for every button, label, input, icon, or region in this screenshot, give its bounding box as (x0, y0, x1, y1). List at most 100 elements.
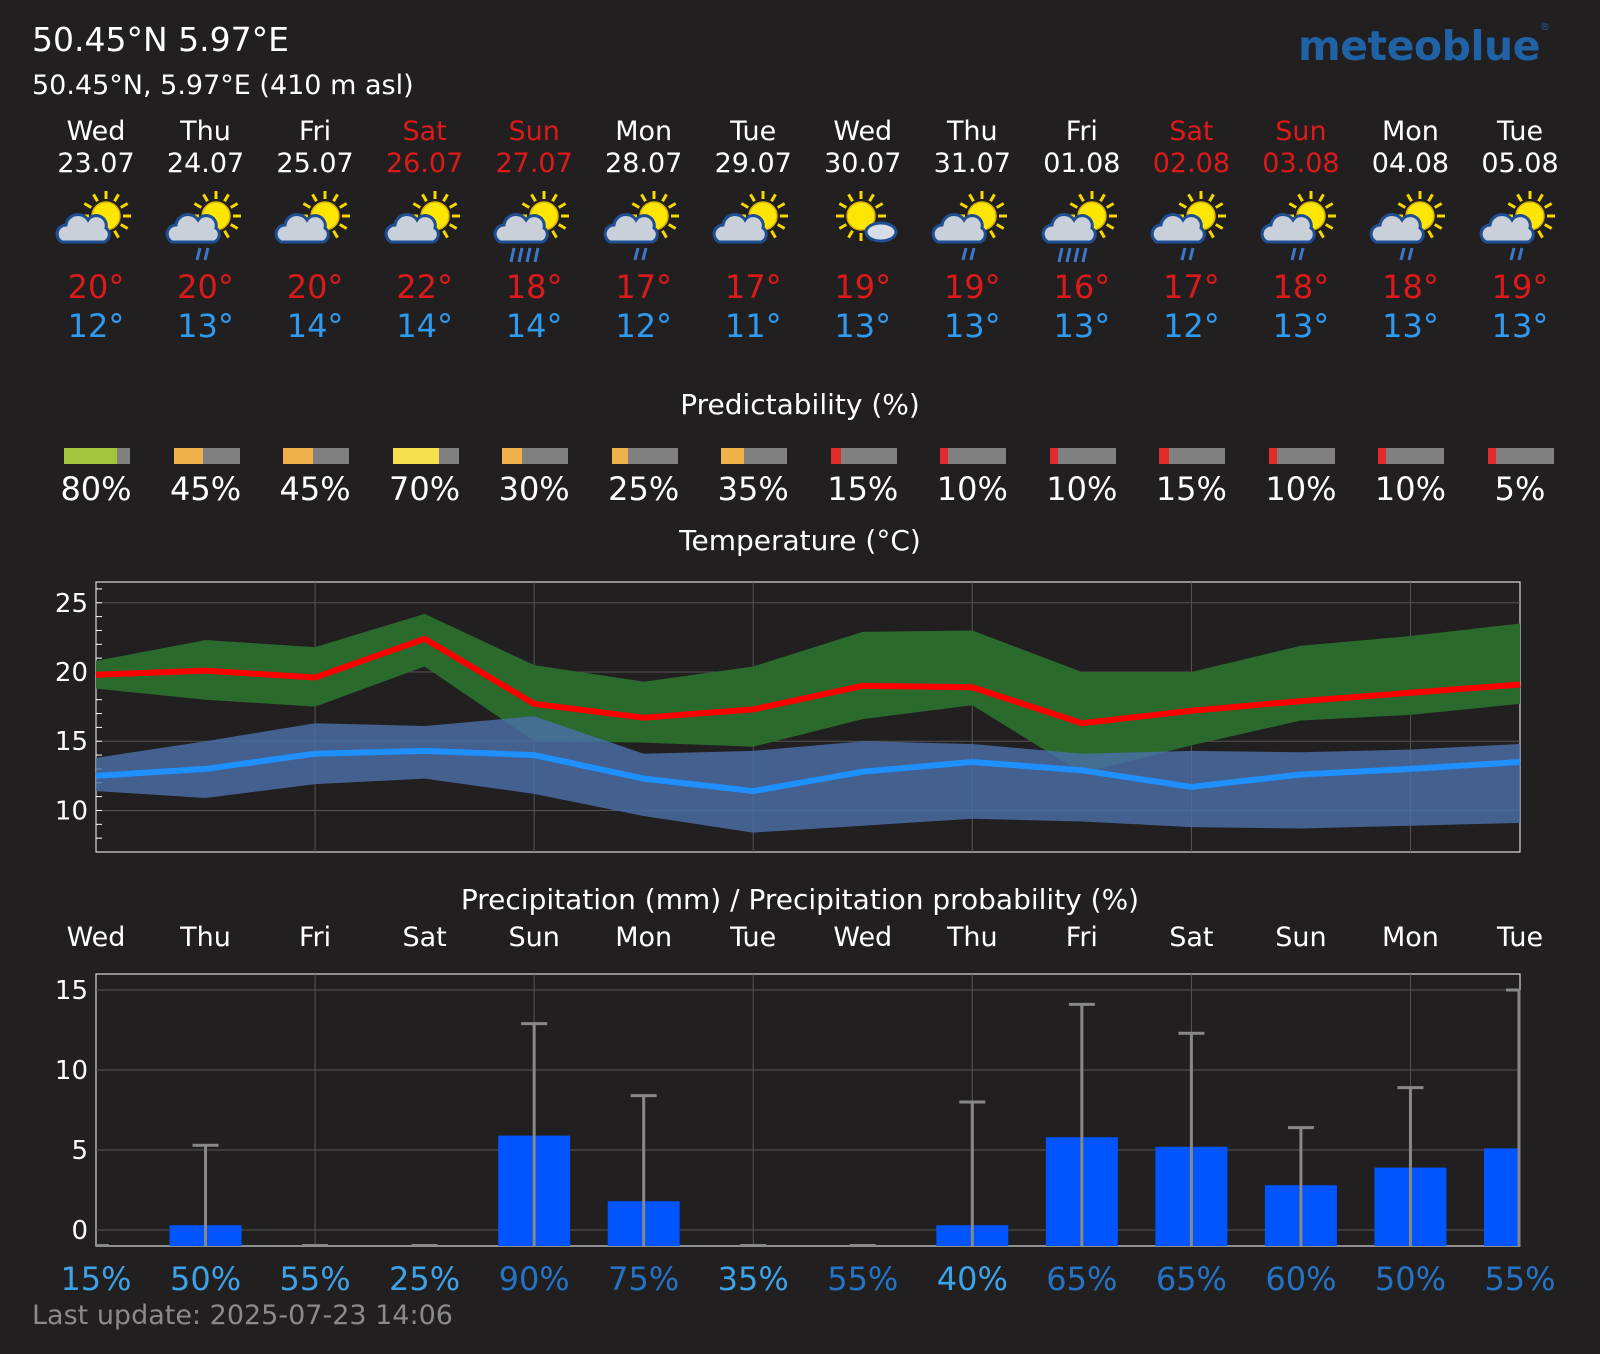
day-date: 25.07 (276, 148, 354, 179)
precip-day-label: Tue (1496, 922, 1544, 953)
predictability-value: 25% (608, 470, 680, 508)
day-name: Wed (66, 116, 126, 147)
day-name: Fri (1065, 116, 1098, 147)
predictability-bar (830, 448, 897, 464)
predictability-fill (173, 448, 204, 464)
precip-probability: 25% (389, 1260, 461, 1298)
predictability-value: 10% (936, 470, 1008, 508)
min-temp: 14° (505, 307, 563, 345)
predictability-fill (502, 448, 522, 464)
day-date: 27.07 (495, 148, 573, 179)
temperature-title: Temperature (°C) (679, 524, 921, 557)
min-temp: 13° (943, 307, 1001, 345)
sun-cloud-rain-icon (1259, 186, 1343, 270)
precipitation-title: Precipitation (mm) / Precipitation proba… (460, 883, 1140, 916)
precip-day-label: Thu (946, 922, 998, 953)
precip-bar (1484, 1148, 1520, 1246)
sun-cloud-icon (273, 186, 357, 270)
last-update: Last update: 2025-07-23 14:06 (32, 1300, 453, 1331)
min-temp: 14° (286, 307, 344, 345)
predictability-fill (830, 448, 841, 464)
meteoblue-logo[interactable]: meteoblue® (1298, 22, 1550, 70)
precip-day-label: Fri (298, 922, 332, 953)
predictability-bar (283, 448, 350, 464)
precip-day-label: Mon (1381, 922, 1439, 953)
precip-day-label: Tue (730, 922, 777, 953)
min-temp-line (95, 747, 1521, 795)
predictability-bar (721, 448, 788, 464)
min-temp: 13° (1491, 307, 1549, 345)
sun-cloud-heavy-rain-icon (1040, 186, 1124, 270)
day-date: 01.08 (1043, 148, 1121, 179)
precip-day-label: Mon (615, 922, 673, 953)
predictability-value: 35% (717, 470, 789, 508)
sun-cloud-icon (54, 186, 138, 270)
sun-cloud-rain-icon (930, 186, 1014, 270)
min-temp: 14° (396, 307, 453, 345)
min-temp-range-band (96, 716, 1520, 833)
day-date: 02.08 (1152, 148, 1231, 179)
page-title: 50.45°N 5.97°E (32, 20, 289, 59)
min-temp: 11° (724, 307, 782, 345)
predictability-fill (1488, 448, 1496, 464)
predictability-bar (64, 448, 130, 464)
predictability-value: 80% (60, 470, 132, 508)
predictability-value: 45% (169, 470, 242, 508)
max-temp: 16° (1053, 268, 1111, 306)
precip-day-label: Wed (66, 922, 126, 953)
predictability-value: 15% (1155, 470, 1227, 508)
max-temp: 17° (1163, 268, 1220, 306)
max-temp: 18° (505, 268, 563, 306)
predictability-fill (1268, 448, 1277, 464)
day-date: 29.07 (714, 148, 792, 179)
min-temp: 13° (834, 307, 892, 345)
predictability-fill (64, 448, 117, 464)
precip-probability: 55% (1484, 1260, 1556, 1298)
day-name: Sun (508, 116, 560, 147)
day-date: 24.07 (166, 148, 245, 179)
day-date: 04.08 (1371, 148, 1450, 179)
predictability-value: 15% (827, 470, 899, 508)
max-temp: 19° (1491, 268, 1549, 306)
predictability-fill (1378, 448, 1387, 464)
sun-cloud-rain-icon (1478, 186, 1562, 270)
precip-day-label: Sat (402, 922, 447, 953)
day-name: Sat (1169, 116, 1214, 147)
predictability-bar (1378, 448, 1445, 464)
predictability-bar (502, 448, 569, 464)
predictability-fill (283, 448, 313, 464)
precip-probability: 90% (498, 1260, 570, 1298)
predictability-bar (1268, 448, 1335, 464)
max-temp: 18° (1272, 268, 1330, 306)
max-temp: 20° (286, 268, 344, 306)
precipitation-chart: 0 5 10 15 (55, 973, 1521, 1247)
predictability-fill (721, 448, 745, 464)
sun-cloud-rain-icon (1368, 186, 1452, 270)
min-temp: 12° (67, 307, 125, 345)
predictability-value: 45% (279, 470, 351, 508)
predictability-bar (1159, 448, 1226, 464)
predictability-value: 10% (1265, 470, 1337, 508)
precip-day-label: Sat (1169, 922, 1214, 953)
predictability-fill (611, 448, 629, 464)
day-name: Fri (298, 116, 332, 147)
precip-probability: 40% (936, 1260, 1008, 1298)
precip-day-label: Wed (833, 922, 893, 953)
precip-probability: 65% (1155, 1260, 1227, 1298)
predictability-fill (940, 448, 949, 464)
min-temp: 13° (1272, 307, 1330, 345)
day-name: Tue (1496, 116, 1544, 147)
min-temp: 13° (177, 307, 234, 345)
predictability-value: 10% (1046, 470, 1118, 508)
precip-probability: 50% (1374, 1260, 1447, 1298)
predictability-bar (1049, 448, 1116, 464)
predictability-bar (611, 448, 678, 464)
precip-y-tick-label: 5 (71, 1136, 88, 1166)
predictability-value: 70% (389, 470, 461, 508)
day-date: 31.07 (933, 148, 1011, 179)
sun-cloud-rain-icon (1149, 186, 1233, 270)
precip-probability: 55% (827, 1260, 899, 1298)
day-date: 23.07 (57, 148, 135, 179)
day-date: 26.07 (385, 148, 464, 179)
predictability-bar (173, 448, 240, 464)
